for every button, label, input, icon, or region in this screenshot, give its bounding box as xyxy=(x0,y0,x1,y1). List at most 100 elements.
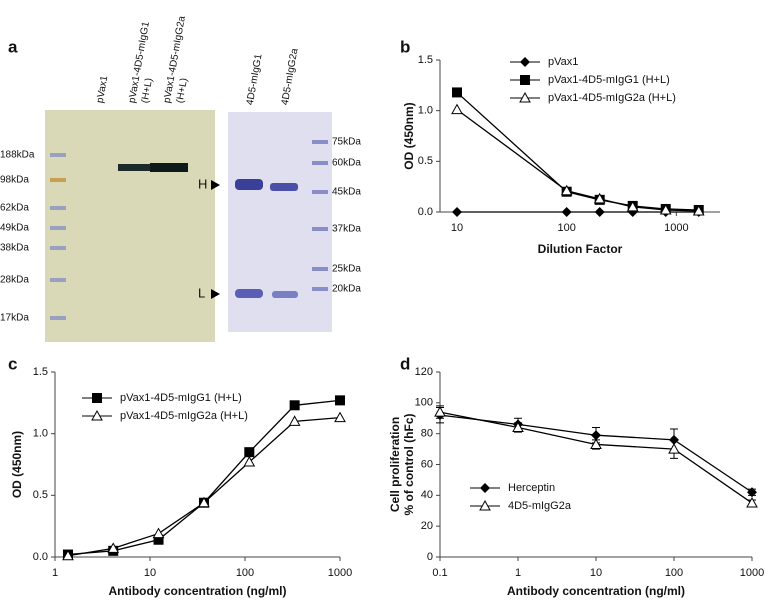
band-arrow xyxy=(211,180,220,190)
point xyxy=(289,400,300,411)
point xyxy=(243,456,256,467)
point xyxy=(561,207,572,217)
point xyxy=(244,447,255,458)
point xyxy=(451,103,463,115)
panel-label: a xyxy=(8,37,18,56)
marker-label: 60kDa xyxy=(332,158,361,169)
gel-band xyxy=(270,183,298,191)
ladder-band xyxy=(50,178,66,182)
ladder-band xyxy=(50,246,66,250)
x-tick-label: 1 xyxy=(52,567,58,579)
marker-label: 188kDa xyxy=(0,150,35,161)
lane-label: 4D5-mIgG1 xyxy=(245,53,265,106)
x-tick-label: 1000 xyxy=(664,222,688,234)
point xyxy=(512,421,524,432)
y-tick-label: 100 xyxy=(415,397,433,409)
x-tick-label: 0.1 xyxy=(432,567,447,579)
y-tick-label: 120 xyxy=(415,366,433,378)
point xyxy=(591,430,601,441)
lane-label: (H+L) xyxy=(140,77,155,104)
ladder-band xyxy=(50,226,66,230)
gel-left xyxy=(45,110,215,342)
legend-label: 4D5-mIgG2a xyxy=(508,500,572,512)
band-arrow xyxy=(211,289,220,299)
point xyxy=(668,443,680,454)
y-tick-label: 0 xyxy=(427,551,433,563)
x-tick-label: 100 xyxy=(236,567,254,579)
x-tick-label: 10 xyxy=(451,222,463,234)
y-axis-title: OD (450nm) xyxy=(402,102,416,169)
lane-label: pVax1 xyxy=(95,74,111,104)
y-axis-title: OD (450nm) xyxy=(10,431,24,498)
lane-label: 4D5-mIgG2a xyxy=(280,47,301,106)
series-line xyxy=(456,91,699,211)
marker-label: 37kDa xyxy=(332,224,361,235)
point xyxy=(594,207,605,217)
point xyxy=(451,207,462,217)
point xyxy=(153,534,164,545)
ladder-band xyxy=(50,153,66,157)
panel-label: b xyxy=(400,37,410,56)
gel-right xyxy=(228,112,332,332)
marker-label: 17kDa xyxy=(0,313,29,324)
marker-label: 98kDa xyxy=(0,175,29,186)
x-tick-label: 10 xyxy=(144,567,156,579)
ladder-band xyxy=(50,278,66,282)
gel-band xyxy=(118,164,150,171)
marker-label: 75kDa xyxy=(332,137,361,148)
point xyxy=(152,527,165,539)
x-tick-label: 1000 xyxy=(328,567,352,579)
ladder-band xyxy=(50,206,66,210)
x-tick-label: 100 xyxy=(665,567,683,579)
series-line xyxy=(439,414,753,493)
point xyxy=(593,192,606,204)
y-tick-label: 1.0 xyxy=(418,105,433,117)
x-axis-title: Dilution Factor xyxy=(538,242,623,256)
marker-label: 25kDa xyxy=(332,264,361,275)
point xyxy=(560,184,573,196)
marker-label: 20kDa xyxy=(332,284,361,295)
x-tick-label: 100 xyxy=(557,222,575,234)
x-axis-title: Antibody concentration (ng/ml) xyxy=(109,584,287,598)
ladder-band xyxy=(50,316,66,320)
gel-band xyxy=(235,289,263,298)
point xyxy=(198,496,210,508)
y-tick-label: 0.5 xyxy=(418,155,433,167)
point xyxy=(62,549,74,561)
marker-label: 49kDa xyxy=(0,223,29,234)
x-tick-label: 10 xyxy=(590,567,602,579)
point xyxy=(520,57,530,67)
legend-label: pVax1 xyxy=(548,56,578,68)
x-tick-label: 1 xyxy=(515,567,521,579)
point xyxy=(480,483,490,493)
band-label: H xyxy=(198,176,207,191)
y-tick-label: 80 xyxy=(421,428,433,440)
point xyxy=(746,497,758,508)
y-tick-label: 0.0 xyxy=(33,551,48,563)
point xyxy=(659,203,672,215)
marker-label: 28kDa xyxy=(0,275,29,286)
y-tick-label: 20 xyxy=(421,520,433,532)
panel-label: c xyxy=(8,354,17,373)
lane-label: (H+L) xyxy=(175,77,190,104)
point xyxy=(590,438,602,449)
y-tick-label: 0.5 xyxy=(33,489,48,501)
marker-label: 62kDa xyxy=(0,203,29,214)
marker-label: 38kDa xyxy=(0,243,29,254)
point xyxy=(334,411,346,423)
point xyxy=(434,406,446,417)
y-tick-label: 40 xyxy=(421,489,433,501)
point xyxy=(451,87,462,98)
legend-label: pVax1-4D5-mIgG1 (H+L) xyxy=(120,392,242,404)
marker-label: 45kDa xyxy=(332,187,361,198)
legend-label: pVax1-4D5-mIgG1 (H+L) xyxy=(548,74,670,86)
band-label: L xyxy=(198,285,205,300)
ladder-band xyxy=(312,161,328,165)
point xyxy=(519,91,531,103)
series-line xyxy=(67,399,341,556)
series-line xyxy=(67,416,341,557)
ladder-band xyxy=(312,140,328,144)
point xyxy=(335,395,345,406)
point xyxy=(520,75,530,85)
